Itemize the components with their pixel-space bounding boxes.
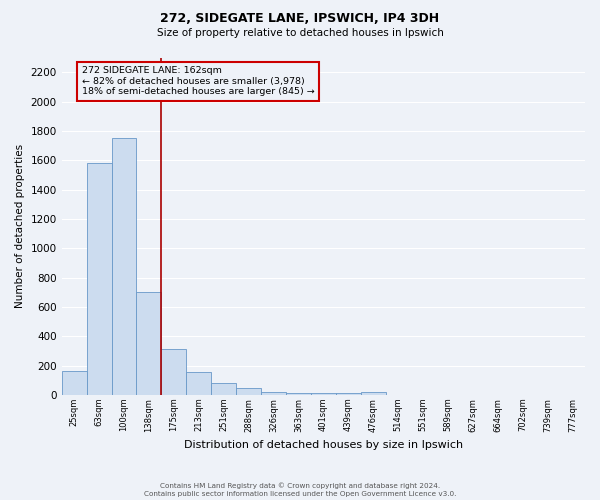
Text: Contains HM Land Registry data © Crown copyright and database right 2024.: Contains HM Land Registry data © Crown c… bbox=[160, 482, 440, 489]
Bar bbox=[211, 383, 236, 395]
Bar bbox=[186, 372, 211, 395]
Text: 272, SIDEGATE LANE, IPSWICH, IP4 3DH: 272, SIDEGATE LANE, IPSWICH, IP4 3DH bbox=[160, 12, 440, 26]
Bar bbox=[112, 138, 136, 395]
X-axis label: Distribution of detached houses by size in Ipswich: Distribution of detached houses by size … bbox=[184, 440, 463, 450]
Text: Contains public sector information licensed under the Open Government Licence v3: Contains public sector information licen… bbox=[144, 491, 456, 497]
Bar bbox=[62, 372, 86, 395]
Bar bbox=[161, 348, 186, 395]
Bar bbox=[86, 163, 112, 395]
Y-axis label: Number of detached properties: Number of detached properties bbox=[15, 144, 25, 308]
Bar bbox=[261, 392, 286, 395]
Bar bbox=[361, 392, 386, 395]
Text: Size of property relative to detached houses in Ipswich: Size of property relative to detached ho… bbox=[157, 28, 443, 38]
Bar bbox=[311, 394, 336, 395]
Bar bbox=[286, 392, 311, 395]
Bar bbox=[136, 292, 161, 395]
Text: 272 SIDEGATE LANE: 162sqm
← 82% of detached houses are smaller (3,978)
18% of se: 272 SIDEGATE LANE: 162sqm ← 82% of detac… bbox=[82, 66, 314, 96]
Bar bbox=[236, 388, 261, 395]
Bar bbox=[336, 394, 361, 395]
